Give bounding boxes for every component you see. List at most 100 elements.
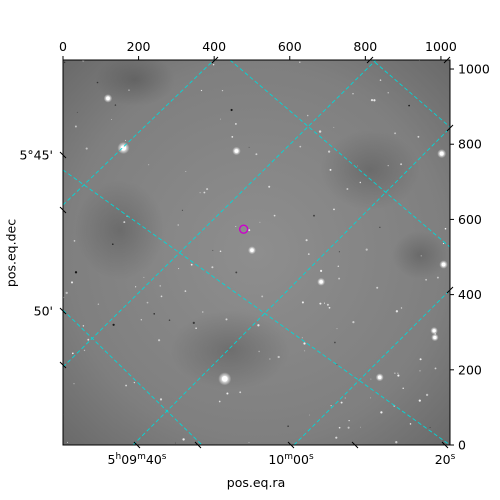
- faint-star: [192, 321, 195, 324]
- pixel-x-axis: 0 200 400 600 800 1000: [59, 39, 457, 64]
- faint-star: [420, 255, 422, 257]
- grid-line: [132, 127, 450, 445]
- pixel-y-tick-label: 400: [458, 287, 482, 302]
- faint-star: [301, 337, 303, 339]
- grid-line: [371, 60, 450, 128]
- faint-star: [234, 122, 237, 125]
- faint-star: [153, 313, 155, 315]
- world-top-tick: [443, 56, 451, 64]
- sky-image: [63, 60, 450, 445]
- faint-star: [346, 188, 349, 190]
- grid-line: [63, 169, 450, 445]
- ra-tick: [287, 441, 295, 449]
- faint-star: [128, 89, 130, 91]
- pixel-y-tick-label: 0: [458, 438, 466, 453]
- faint-star: [425, 393, 429, 397]
- faint-star: [235, 226, 237, 227]
- faint-star: [219, 250, 222, 253]
- faint-star: [230, 108, 233, 112]
- faint-star: [336, 328, 338, 330]
- faint-star: [444, 227, 447, 230]
- faint-star: [206, 188, 209, 191]
- ra-tick: [441, 441, 449, 449]
- bright-star: [120, 145, 127, 151]
- dec-tick-label: 5°45': [19, 148, 53, 163]
- faint-star: [334, 341, 336, 344]
- faint-star: [148, 164, 150, 166]
- pixel-x-tick-label: 1000: [425, 39, 457, 54]
- faint-star: [125, 139, 126, 141]
- faint-star: [74, 125, 77, 128]
- faint-star: [133, 381, 136, 384]
- faint-star: [419, 370, 421, 372]
- faint-star: [397, 372, 399, 374]
- faint-star: [400, 163, 403, 166]
- faint-star: [73, 240, 76, 242]
- faint-star: [442, 242, 445, 245]
- faint-star: [380, 411, 383, 414]
- faint-star: [418, 399, 421, 402]
- faint-star: [387, 92, 389, 94]
- faint-star: [190, 263, 193, 266]
- faint-star: [177, 224, 179, 226]
- bright-star: [441, 262, 446, 267]
- pixel-x-tick-label: 600: [278, 39, 302, 54]
- world-right-tick: [446, 286, 454, 294]
- bright-star: [433, 335, 437, 340]
- faint-star: [299, 61, 301, 63]
- faint-star: [400, 307, 403, 309]
- world-top-tick: [366, 56, 374, 64]
- pixel-x-tick-label: 400: [202, 39, 226, 54]
- faint-star: [370, 378, 372, 380]
- faint-star: [333, 126, 335, 128]
- faint-star: [76, 111, 78, 113]
- ra-tick-label: 20s: [435, 452, 456, 467]
- faint-star: [395, 310, 399, 313]
- faint-star: [140, 319, 142, 321]
- faint-star: [352, 93, 354, 95]
- ra-tick-label: 10m00s: [268, 452, 314, 467]
- faint-star: [373, 99, 376, 102]
- faint-star: [221, 89, 224, 92]
- faint-star: [397, 374, 400, 377]
- faint-star: [135, 286, 137, 288]
- faint-star: [185, 171, 187, 173]
- faint-star: [320, 269, 323, 272]
- faint-star: [212, 63, 215, 66]
- faint-star: [313, 214, 315, 217]
- faint-star: [379, 226, 381, 228]
- coordinate-grid: [63, 60, 450, 445]
- faint-star: [425, 278, 427, 281]
- world-top-tick: [211, 56, 219, 64]
- dec-axis: 5°45' 50': [19, 148, 67, 369]
- faint-star: [338, 251, 340, 253]
- bright-star: [250, 248, 254, 252]
- faint-star: [277, 355, 280, 359]
- faint-star: [327, 150, 331, 153]
- faint-star: [85, 147, 88, 150]
- faint-star: [82, 325, 85, 327]
- faint-star: [231, 136, 234, 138]
- faint-star: [329, 168, 332, 171]
- faint-star: [344, 397, 346, 399]
- faint-star: [175, 442, 176, 444]
- bright-star: [221, 375, 228, 382]
- faint-star: [199, 192, 201, 194]
- faint-star: [357, 165, 359, 167]
- ra-axis: 5h09m40s 10m00s 20s: [108, 441, 456, 467]
- faint-star: [359, 426, 361, 428]
- pixel-y-tick-label: 600: [458, 212, 482, 227]
- faint-star: [259, 221, 261, 223]
- pixel-x-tick-label: 200: [127, 39, 151, 54]
- faint-star: [338, 277, 341, 280]
- faint-star: [211, 266, 214, 269]
- faint-star: [338, 426, 341, 429]
- bright-star: [319, 280, 323, 284]
- faint-star: [114, 104, 117, 106]
- faint-star: [143, 276, 145, 278]
- faint-star: [348, 420, 350, 422]
- faint-star: [111, 243, 114, 246]
- faint-star: [306, 114, 309, 117]
- faint-star: [83, 349, 86, 352]
- grid-line: [63, 60, 377, 368]
